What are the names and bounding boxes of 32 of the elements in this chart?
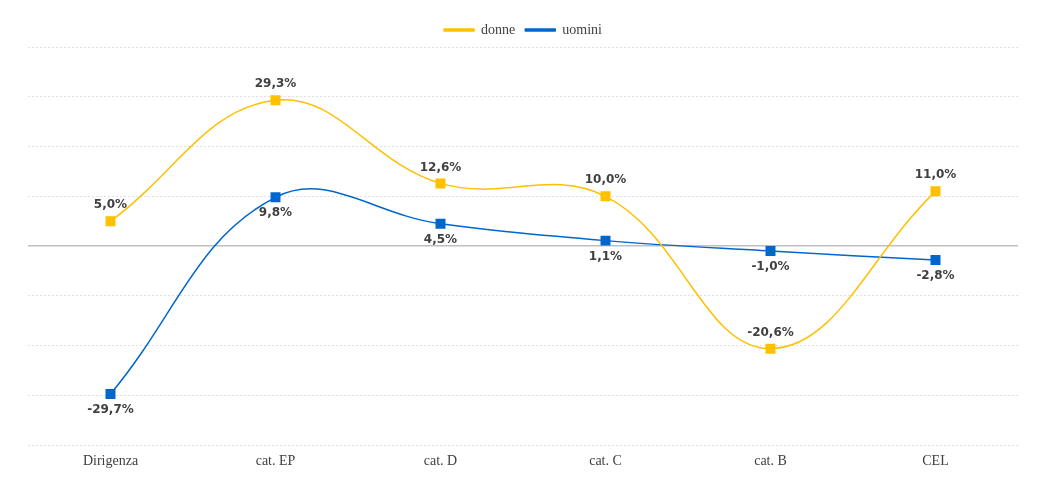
data-label: -1,0%: [751, 259, 790, 274]
data-label: 5,0%: [93, 197, 128, 212]
point: [600, 191, 611, 202]
point: [435, 178, 446, 189]
point: [105, 388, 116, 399]
data-label: 29,3%: [254, 76, 297, 91]
point: [930, 255, 941, 266]
point: [270, 95, 281, 106]
legend-label: donne: [481, 21, 516, 37]
point: [105, 216, 116, 227]
x-tick-label: Dirigenza: [82, 453, 139, 469]
data-label: -20,6%: [747, 324, 794, 339]
x-tick-label: cat. D: [423, 453, 458, 469]
data-label: -29,7%: [87, 402, 134, 417]
x-tick-label: CEL: [922, 453, 949, 469]
point: [270, 192, 281, 203]
data-label: 4,5%: [423, 231, 458, 246]
data-label: 10,0%: [584, 172, 627, 187]
x-tick-label: cat. C: [589, 453, 622, 469]
point: [600, 235, 611, 246]
data-label: 1,1%: [588, 248, 623, 263]
data-label: 12,6%: [419, 159, 462, 174]
point: [765, 343, 776, 354]
point: [435, 218, 446, 229]
x-tick-label: cat. B: [754, 453, 787, 469]
data-label: -2,8%: [916, 268, 955, 283]
data-label: 11,0%: [914, 167, 957, 182]
point: [930, 186, 941, 197]
point: [765, 246, 776, 257]
x-tick-label: cat. EP: [255, 453, 296, 469]
legend-label: uomini: [562, 21, 603, 37]
data-label: 9,8%: [258, 205, 293, 220]
